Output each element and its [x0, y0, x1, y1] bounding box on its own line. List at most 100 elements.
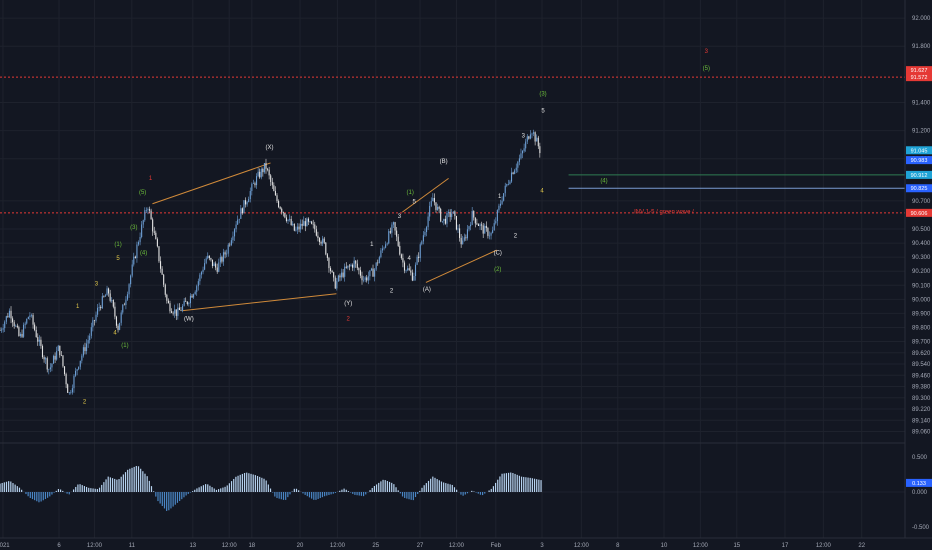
candle [115, 316, 118, 326]
histogram-bar [438, 480, 440, 492]
histogram-bar [92, 488, 94, 492]
histogram-bar [55, 490, 57, 492]
histogram-bar [133, 466, 135, 492]
candle [454, 211, 456, 216]
histogram-bar [207, 484, 209, 492]
histogram-bar [150, 486, 153, 492]
histogram-bar [90, 488, 92, 492]
candle [287, 219, 289, 221]
histogram-bar [306, 492, 308, 497]
histogram-bar [531, 478, 533, 492]
histogram-bar [520, 476, 523, 492]
time-tick-label: 10 [661, 543, 668, 549]
time-axis[interactable]: 2021 6 12:00 11 13 12:00 18 20 12:00 25 27 12:00 Feb… [0, 543, 866, 549]
candle [89, 335, 91, 341]
histogram-bar [267, 484, 269, 492]
oscillator-axis[interactable]: 0.500 0.000 -0.500 [912, 455, 930, 531]
trendline[interactable] [182, 293, 337, 312]
histogram-bar [122, 474, 124, 492]
histogram-bar [352, 492, 354, 494]
candle [5, 316, 7, 322]
candle [57, 345, 59, 351]
candle [130, 275, 132, 285]
candle [155, 232, 157, 240]
wave-label: 5 [412, 200, 416, 206]
candle [100, 306, 102, 309]
candle [533, 132, 535, 134]
candle [413, 275, 415, 281]
candle [41, 345, 44, 358]
candle [525, 141, 527, 149]
wave-label: 5 [541, 108, 545, 114]
price-tick-label: 90.000 [912, 297, 931, 303]
price-tick-label: 90.400 [912, 241, 931, 247]
candle [78, 366, 80, 370]
candle [536, 137, 538, 142]
candle [503, 193, 505, 201]
candle [433, 197, 435, 203]
histogram-bar [101, 484, 103, 492]
candle [62, 355, 64, 367]
histogram-bar [514, 473, 516, 492]
time-tick-label: 12:00 [87, 543, 103, 549]
histogram-bar [252, 474, 254, 492]
histogram-bar [404, 492, 406, 498]
price-tick-label: 89.700 [912, 340, 931, 346]
histogram-bar [103, 482, 105, 492]
histogram-bar [196, 488, 198, 492]
histogram-bar [393, 484, 395, 492]
histogram-bar [83, 486, 86, 492]
price-tick-label: 89.220 [912, 407, 931, 413]
trendlines[interactable] [152, 162, 497, 312]
histogram-bar [540, 480, 542, 492]
oscillator-histogram [0, 465, 905, 511]
candle [334, 277, 336, 289]
trendline[interactable] [152, 162, 271, 205]
histogram-bar [274, 492, 276, 497]
candle [12, 318, 14, 323]
candle [169, 303, 171, 312]
candle [410, 270, 412, 273]
candle [38, 339, 40, 342]
oscillator-tick-label: 0.500 [912, 455, 928, 461]
wave-label: (5) [139, 190, 146, 196]
candle [380, 250, 382, 258]
horizontal-levels[interactable] [0, 76, 905, 214]
candle [361, 275, 363, 281]
trendline[interactable] [425, 249, 497, 283]
candle [133, 256, 135, 265]
candle [340, 272, 343, 278]
histogram-bar [36, 492, 38, 502]
histogram-bar [3, 482, 5, 492]
candle [307, 218, 310, 222]
histogram-bar [259, 476, 261, 492]
wave-label: (5) [703, 66, 710, 72]
histogram-bar [53, 492, 55, 493]
histogram-bar [328, 492, 330, 495]
candle [309, 221, 311, 223]
candle [103, 296, 105, 297]
time-tick-label: 12:00 [222, 543, 238, 549]
wave-label: (A) [423, 287, 431, 293]
time-tick-label: 3 [540, 543, 544, 549]
histogram-bar [241, 473, 243, 492]
histogram-bar [269, 488, 272, 492]
trendline[interactable] [402, 177, 449, 213]
candle [86, 343, 88, 352]
histogram-bar [246, 472, 248, 492]
candle [436, 206, 439, 210]
histogram-bar [464, 492, 466, 495]
histogram-bar [408, 492, 410, 500]
histogram-bar [499, 476, 501, 492]
histogram-bar [172, 492, 174, 507]
candle [263, 162, 265, 173]
histogram-bar [16, 486, 18, 492]
histogram-bar [278, 492, 280, 499]
candle [326, 254, 328, 258]
candle [347, 265, 349, 268]
candle [26, 319, 28, 324]
histogram-bar [163, 492, 166, 509]
candle [298, 226, 300, 230]
histogram-bar [406, 492, 408, 499]
